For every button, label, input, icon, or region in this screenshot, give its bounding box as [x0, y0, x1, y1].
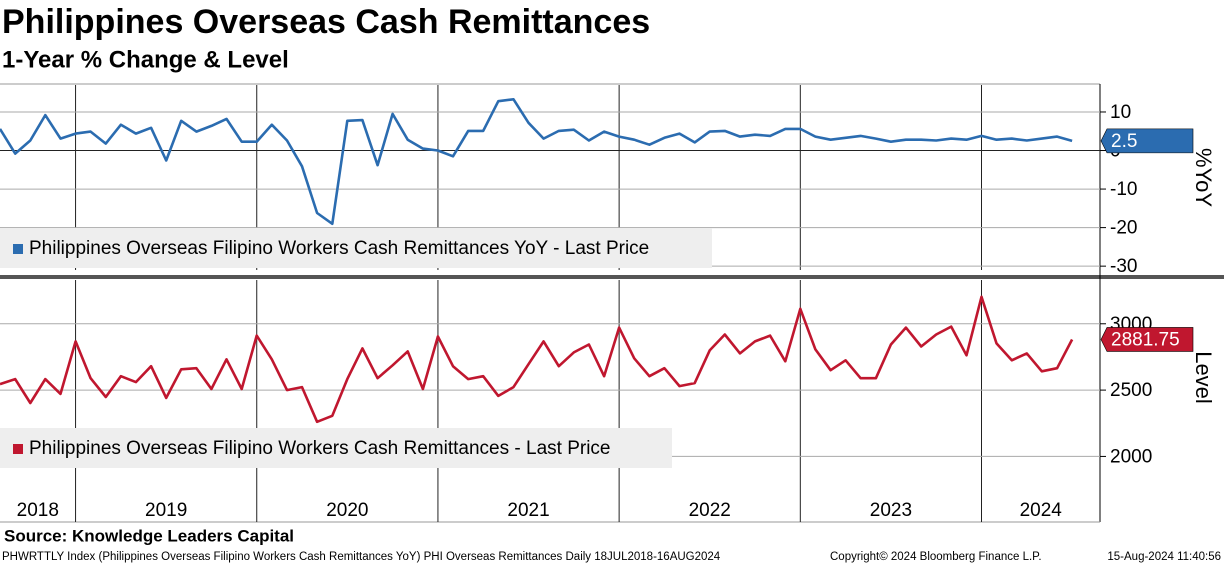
legend-swatch — [13, 244, 23, 254]
chart-title: Philippines Overseas Cash Remittances — [2, 3, 650, 41]
y-tick-label: -30 — [1110, 256, 1137, 277]
x-tick-label: 2020 — [326, 500, 368, 521]
chart-subtitle: 1-Year % Change & Level — [2, 46, 289, 73]
last-value-label: 2.5 — [1111, 131, 1137, 152]
x-tick-label: 2018 — [17, 500, 59, 521]
x-tick-label: 2022 — [689, 500, 731, 521]
footer-copyright: Copyright© 2024 Bloomberg Finance L.P. — [830, 551, 1042, 563]
source: Source: Knowledge Leaders Capital — [4, 526, 294, 545]
y-tick-label: 10 — [1110, 102, 1131, 123]
legend-label: Philippines Overseas Filipino Workers Ca… — [29, 438, 610, 459]
y-tick-label: 2500 — [1110, 380, 1152, 401]
legend-box — [0, 228, 712, 268]
footer-left: PHWRTTLY Index (Philippines Overseas Fil… — [2, 551, 721, 563]
x-tick-label: 2021 — [507, 500, 549, 521]
y-axis-title: Level — [1191, 351, 1216, 404]
series-line — [0, 98, 1073, 226]
y-axis-title: %YoY — [1191, 148, 1216, 207]
y-tick-label: -10 — [1110, 179, 1137, 200]
last-value-box — [1100, 128, 1194, 154]
legend-box — [0, 428, 672, 468]
last-value-label: 2881.75 — [1111, 329, 1180, 350]
legend-swatch — [13, 444, 23, 454]
legend-label: Philippines Overseas Filipino Workers Ca… — [29, 238, 649, 259]
footer-date: 15-Aug-2024 11:40:56 — [1107, 551, 1221, 563]
x-tick-label: 2023 — [870, 500, 912, 521]
series-line — [0, 295, 1074, 424]
x-tick-label: 2024 — [1020, 500, 1063, 521]
last-value-box — [1100, 327, 1194, 352]
panel-separator — [0, 275, 1224, 279]
y-tick-label: -20 — [1110, 218, 1137, 239]
x-tick-label: 2019 — [145, 500, 187, 521]
y-tick-label: 2000 — [1110, 446, 1152, 467]
